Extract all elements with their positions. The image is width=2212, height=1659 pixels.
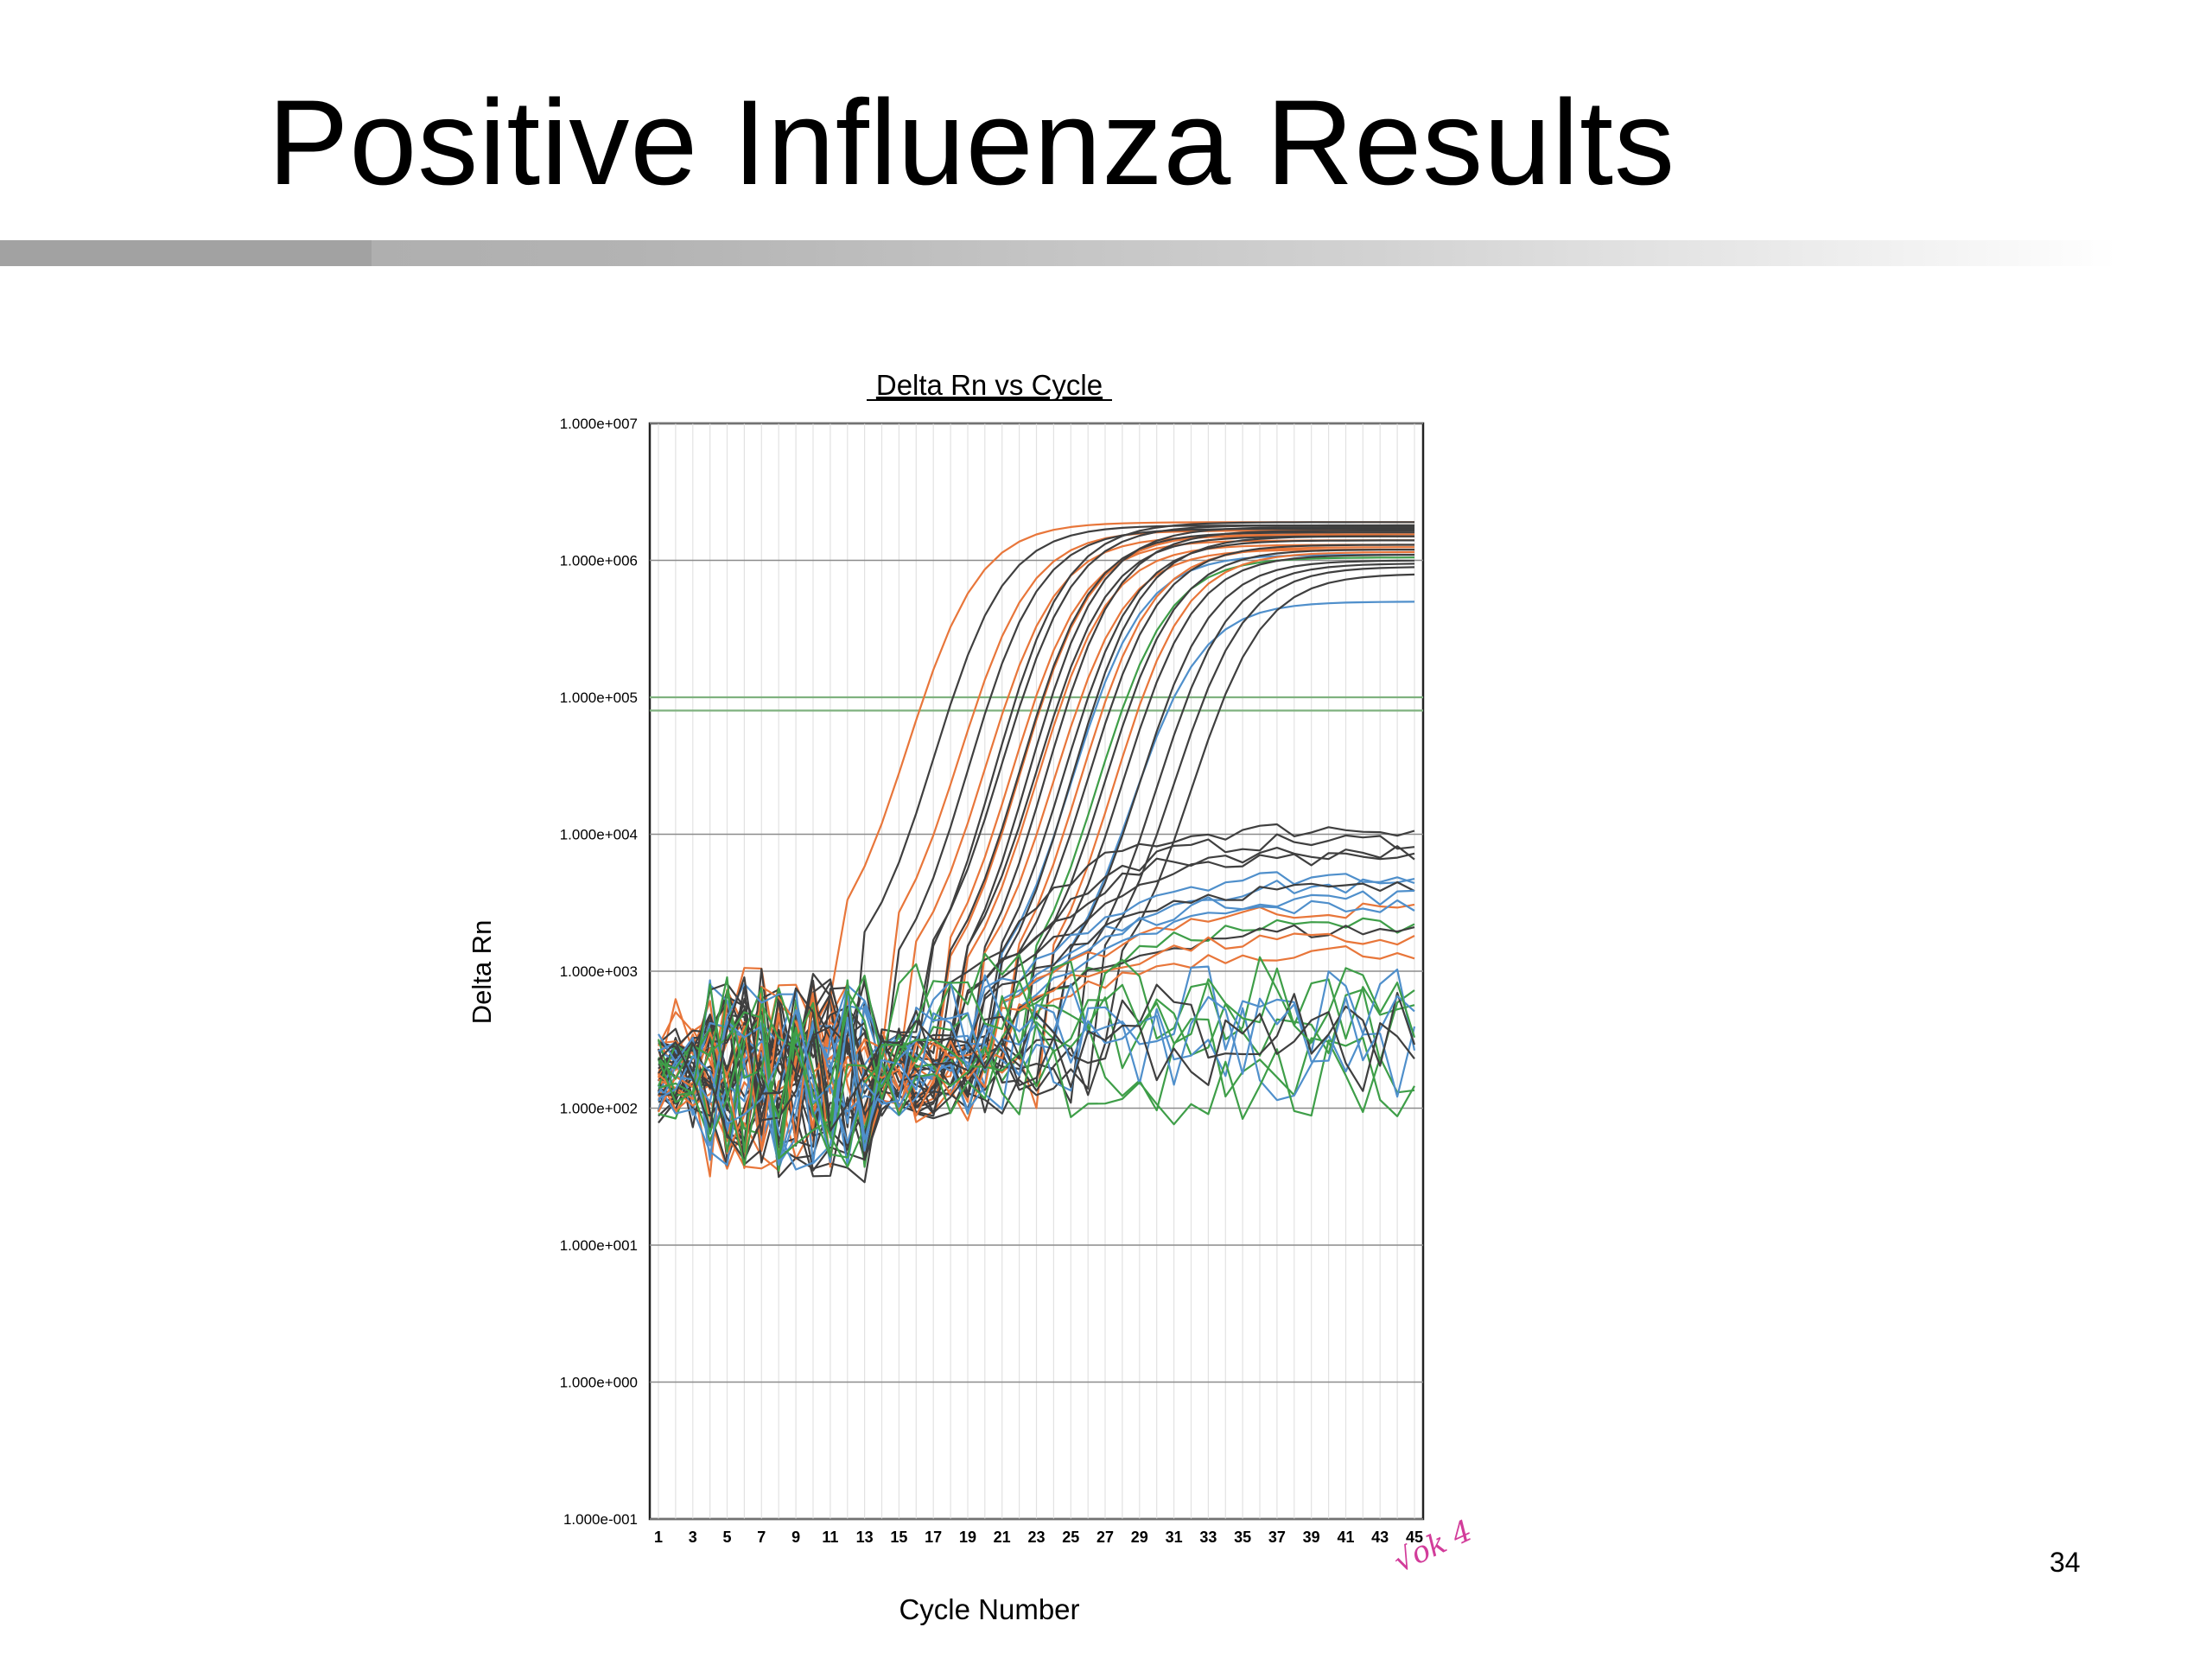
x-axis-label: Cycle Number [899,1593,1079,1625]
x-tick-label: 43 [1371,1529,1389,1546]
low-plateau-curve [658,845,1415,1142]
noise-curve [658,990,1415,1160]
title-underline-notch [0,240,372,266]
amplification-curve [658,525,1414,1141]
y-tick-label: 1.000e+004 [560,827,638,843]
page-number: 34 [2050,1547,2081,1578]
low-plateau-curve [658,823,1415,1166]
y-tick-label: 1.000e+006 [560,553,638,569]
y-tick-labels: 1.000e+007 1.000e+006 1.000e+005 1.000e+004… [560,416,638,1528]
low-plateau-curve [658,878,1415,1141]
x-tick-label: 11 [822,1529,838,1546]
x-tick-label: 25 [1062,1529,1079,1546]
x-tick-label: 7 [757,1529,766,1546]
x-tick-label: 39 [1303,1529,1320,1546]
x-tick-label: 23 [1027,1529,1045,1546]
x-tick-labels: 1 3 5 7 9 11 13 15 17 19 21 23 25 27 29 31 33 35 37 39 41 43 4… [654,1529,1423,1546]
amplification-curve [658,601,1415,1166]
x-tick-label: 27 [1096,1529,1114,1546]
handwritten-signoff: √ok 4 [1389,1514,1478,1580]
low-plateau-curve [658,871,1415,1171]
y-tick-label: 1.000e+000 [560,1375,638,1391]
x-tick-label: 13 [856,1529,874,1546]
y-tick-label: 1.000e+007 [560,416,638,432]
grid-lines [650,423,1423,1520]
noise-curve [657,967,1416,1166]
amplification-curve [658,529,1415,1184]
x-tick-label: 1 [654,1529,663,1546]
x-tick-label: 33 [1199,1529,1217,1546]
series-group [657,521,1416,1184]
handwritten-signoff-text: √ok 4 [1389,1514,1478,1580]
y-axis-label: Delta Rn [467,920,497,1025]
x-tick-label: 41 [1337,1529,1354,1546]
x-tick-label: 35 [1234,1529,1251,1546]
x-tick-label: 9 [791,1529,800,1546]
x-tick-label: 3 [689,1529,697,1546]
y-tick-label: 1.000e-001 [563,1511,638,1528]
slide-title: Positive Influenza Results [268,74,1676,210]
x-tick-label: 21 [994,1529,1011,1546]
y-tick-label: 1.000e+002 [560,1101,638,1117]
x-tick-label: 5 [722,1529,731,1546]
x-tick-label: 19 [959,1529,976,1546]
x-tick-label: 37 [1268,1529,1286,1546]
noise-curve [658,976,1415,1132]
y-tick-label: 1.000e+005 [560,690,638,706]
x-tick-label: 15 [890,1529,907,1546]
y-tick-label: 1.000e+003 [560,963,638,980]
title-underline-bar [0,240,2117,266]
low-plateau-curve [657,899,1415,1165]
x-tick-label: 31 [1166,1529,1183,1546]
x-tick-label: 17 [925,1529,942,1546]
noise-curve [658,995,1415,1164]
y-tick-label: 1.000e+001 [560,1237,638,1254]
x-tick-label: 29 [1131,1529,1148,1546]
x-tick-label: 45 [1406,1529,1423,1546]
low-plateau-curve [657,917,1415,1172]
chart-title: Delta Rn vs Cycle [876,369,1103,401]
